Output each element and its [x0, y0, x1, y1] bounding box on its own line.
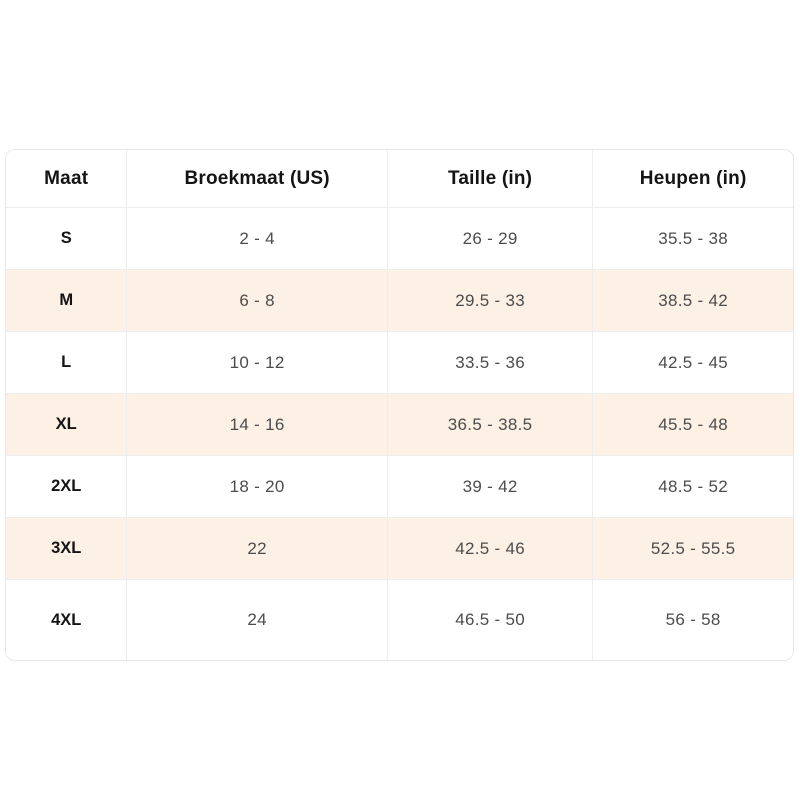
- heupen-value-cell: 45.5 - 48: [592, 394, 793, 456]
- broekmaat-value-cell: 22: [126, 518, 387, 580]
- broekmaat-value-cell: 24: [126, 580, 387, 660]
- size-label-cell: 2XL: [6, 456, 127, 518]
- size-label-cell: XL: [6, 394, 127, 456]
- table-row: 4XL 24 46.5 - 50 56 - 58: [6, 580, 793, 660]
- table-row: 2XL 18 - 20 39 - 42 48.5 - 52: [6, 456, 793, 518]
- heupen-value-cell: 38.5 - 42: [592, 270, 793, 332]
- heupen-value-cell: 56 - 58: [592, 580, 793, 660]
- broekmaat-value-cell: 6 - 8: [126, 270, 387, 332]
- heupen-value-cell: 48.5 - 52: [592, 456, 793, 518]
- broekmaat-value-cell: 18 - 20: [126, 456, 387, 518]
- size-chart: Maat Broekmaat (US) Taille (in) Heupen (…: [5, 149, 794, 661]
- taille-value-cell: 26 - 29: [386, 208, 593, 270]
- taille-value-cell: 36.5 - 38.5: [386, 394, 593, 456]
- size-label-cell: 3XL: [6, 518, 127, 580]
- table-row: 3XL 22 42.5 - 46 52.5 - 55.5: [6, 518, 793, 580]
- size-label-cell: L: [6, 332, 127, 394]
- size-chart-table: Maat Broekmaat (US) Taille (in) Heupen (…: [6, 150, 793, 660]
- column-header-heupen: Heupen (in): [592, 150, 793, 208]
- table-row: XL 14 - 16 36.5 - 38.5 45.5 - 48: [6, 394, 793, 456]
- taille-value-cell: 29.5 - 33: [386, 270, 593, 332]
- broekmaat-value-cell: 10 - 12: [126, 332, 387, 394]
- taille-value-cell: 39 - 42: [386, 456, 593, 518]
- size-label-cell: 4XL: [6, 580, 127, 660]
- table-row: M 6 - 8 29.5 - 33 38.5 - 42: [6, 270, 793, 332]
- taille-value-cell: 42.5 - 46: [386, 518, 593, 580]
- taille-value-cell: 46.5 - 50: [386, 580, 593, 660]
- size-label-cell: S: [6, 208, 127, 270]
- table-row: L 10 - 12 33.5 - 36 42.5 - 45: [6, 332, 793, 394]
- column-header-maat: Maat: [6, 150, 127, 208]
- column-header-broekmaat: Broekmaat (US): [126, 150, 387, 208]
- heupen-value-cell: 35.5 - 38: [592, 208, 793, 270]
- taille-value-cell: 33.5 - 36: [386, 332, 593, 394]
- size-table-body: S 2 - 4 26 - 29 35.5 - 38 M 6 - 8 29.5 -…: [6, 208, 793, 660]
- size-label-cell: M: [6, 270, 127, 332]
- table-row: S 2 - 4 26 - 29 35.5 - 38: [6, 208, 793, 270]
- heupen-value-cell: 42.5 - 45: [592, 332, 793, 394]
- broekmaat-value-cell: 2 - 4: [126, 208, 387, 270]
- header-row: Maat Broekmaat (US) Taille (in) Heupen (…: [6, 150, 793, 208]
- column-header-taille: Taille (in): [386, 150, 593, 208]
- heupen-value-cell: 52.5 - 55.5: [592, 518, 793, 580]
- broekmaat-value-cell: 14 - 16: [126, 394, 387, 456]
